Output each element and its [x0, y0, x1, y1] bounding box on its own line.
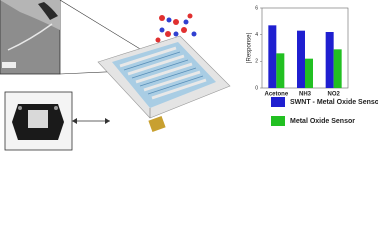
arrow-head	[105, 118, 110, 124]
arrow-head	[72, 118, 77, 124]
zoom-line	[59, 0, 151, 56]
bar	[268, 25, 277, 88]
device-photo	[4, 91, 73, 151]
bar	[276, 53, 285, 88]
y-tick-label: 6	[255, 5, 258, 11]
x-tick-label: NO2	[327, 92, 340, 98]
legend-swatch	[271, 116, 285, 126]
y-tick-label: 0	[255, 85, 258, 91]
sem-photo	[0, 0, 61, 75]
bar-chart: |Response|	[247, 32, 253, 63]
bar	[305, 58, 313, 88]
y-tick-label: 4	[255, 32, 258, 38]
legend-label: SWNT - Metal Oxide Sensor	[290, 99, 378, 106]
bar	[325, 32, 334, 88]
x-tick-label: Acetone	[264, 92, 288, 98]
sensor-diagram	[97, 13, 231, 133]
y-tick-label: 2	[255, 59, 258, 65]
legend-swatch	[271, 97, 285, 107]
bar	[297, 30, 305, 89]
bar	[333, 49, 342, 88]
legend-label: Metal Oxide Sensor	[290, 118, 355, 125]
x-tick-label: NH3	[299, 92, 312, 98]
y-axis-label: |Response|	[247, 32, 253, 63]
